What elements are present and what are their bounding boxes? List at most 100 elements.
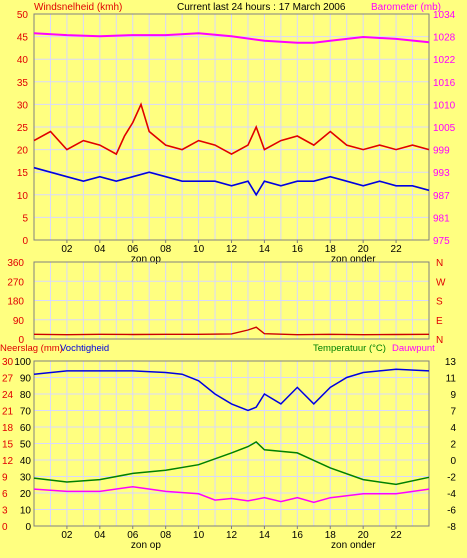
- wind-tick-label: 25: [17, 123, 29, 134]
- wind-tick-label: 30: [17, 100, 29, 111]
- temperature-tick-label: 11: [446, 374, 457, 385]
- neerslag-axis-label: Neerslag (mm): [0, 343, 63, 354]
- barometer-tick-label: 1028: [433, 33, 456, 44]
- x-tick-label: 04: [94, 244, 106, 255]
- wind-tick-label: 0: [22, 236, 28, 247]
- x-tick-label: 06: [127, 530, 139, 541]
- neerslag-tick-label: 15: [2, 440, 14, 451]
- sunrise-label: zon op: [131, 540, 161, 551]
- x-tick-label: 16: [292, 530, 304, 541]
- vochtigheid-tick-label: 30: [20, 473, 32, 484]
- wind-barometer-panel: 0 5 10 15 20 25 30 35 40 45 50 975 981 987 993 999 1005 1…: [17, 10, 456, 265]
- compass-tick-label: N: [436, 335, 443, 346]
- neerslag-tick-label: 27: [2, 374, 14, 385]
- wind-tick-label: 40: [17, 55, 29, 66]
- barometer-tick-label: 1010: [433, 100, 456, 111]
- chart-title: Current last 24 hours : 17 March 2006: [177, 2, 346, 13]
- x-tick-label: 20: [358, 530, 370, 541]
- barometer-tick-label: 987: [433, 191, 450, 202]
- vochtigheid-tick-label: 60: [20, 423, 32, 434]
- series-line-wind-direction: [33, 326, 430, 336]
- vochtigheid-tick-label: 10: [20, 506, 32, 517]
- barometer-tick-label: 999: [433, 146, 450, 157]
- sunset-label: zon onder: [331, 254, 376, 265]
- compass-tick-label: E: [436, 316, 443, 327]
- neerslag-tick-label: 9: [2, 473, 8, 484]
- x-tick-label: 18: [325, 244, 337, 255]
- wind-axis-label: Windsnelheid (kmh): [34, 2, 122, 13]
- barometer-tick-label: 993: [433, 168, 450, 179]
- series-line-temperatuur: [33, 440, 430, 486]
- vochtigheid-axis-label: Vochtigheid: [60, 343, 109, 354]
- neerslag-tick-label: 3: [2, 506, 8, 517]
- vochtigheid-tick-label: 40: [20, 456, 32, 467]
- wind-tick-label: 45: [17, 33, 29, 44]
- vochtigheid-tick-label: 0: [25, 522, 31, 533]
- direction-tick-label: 180: [7, 297, 24, 308]
- x-tick-label: 20: [358, 244, 370, 255]
- barometer-tick-label: 975: [433, 236, 450, 247]
- wind-tick-label: 10: [17, 191, 29, 202]
- wind-tick-label: 20: [17, 146, 29, 157]
- temperature-tick-label: 2: [450, 440, 456, 451]
- temperature-tick-label: -6: [447, 506, 456, 517]
- vochtigheid-tick-label: 80: [20, 390, 32, 401]
- sunrise-label: zon op: [131, 254, 161, 265]
- x-tick-label: 12: [226, 530, 238, 541]
- x-tick-label: 02: [61, 530, 73, 541]
- series-line-gusts: [33, 102, 430, 156]
- temperature-tick-label: 7: [450, 407, 456, 418]
- x-tick-label: 12: [226, 244, 238, 255]
- vochtigheid-tick-label: 70: [20, 407, 32, 418]
- compass-tick-label: S: [436, 297, 443, 308]
- wind-tick-label: 15: [17, 168, 29, 179]
- temperature-tick-label: -8: [447, 522, 456, 533]
- series-line-windsnelheid: [33, 32, 430, 44]
- panel2-border: [33, 261, 430, 340]
- x-tick-label: 18: [325, 530, 337, 541]
- temperature-tick-label: 4: [450, 423, 456, 434]
- temperature-tick-label: 0: [450, 456, 456, 467]
- dauwpunt-axis-label: Dauwpunt: [392, 343, 435, 354]
- barometer-tick-label: 1016: [433, 78, 456, 89]
- x-tick-label: 08: [160, 244, 172, 255]
- wind-tick-label: 5: [22, 213, 28, 224]
- compass-tick-label: N: [436, 258, 443, 269]
- series-line-vochtigheid: [33, 368, 430, 412]
- x-tick-label: 16: [292, 244, 304, 255]
- vochtigheid-tick-label: 20: [20, 489, 32, 500]
- neerslag-tick-label: 30: [2, 357, 14, 368]
- neerslag-tick-label: 12: [2, 456, 14, 467]
- series-line-average: [33, 166, 430, 197]
- direction-tick-label: 270: [7, 277, 24, 288]
- barometer-tick-label: 1005: [433, 123, 456, 134]
- vochtigheid-tick-label: 90: [20, 374, 32, 385]
- x-tick-label: 14: [259, 244, 271, 255]
- x-tick-label: 10: [193, 244, 205, 255]
- compass-tick-label: W: [436, 277, 446, 288]
- temperature-tick-label: 9: [450, 390, 456, 401]
- direction-tick-label: 360: [7, 258, 24, 269]
- vochtigheid-tick-label: 50: [20, 440, 32, 451]
- x-tick-label: 22: [391, 530, 403, 541]
- temperature-tick-label: -4: [447, 489, 456, 500]
- neerslag-tick-label: 0: [2, 522, 8, 533]
- temperature-tick-label: 13: [445, 357, 457, 368]
- vochtigheid-tick-label: 100: [14, 357, 31, 368]
- barometer-tick-label: 1034: [433, 10, 456, 21]
- x-tick-label: 22: [391, 244, 403, 255]
- barometer-axis-label: Barometer (mb): [371, 2, 441, 13]
- direction-tick-label: 90: [13, 316, 25, 327]
- neerslag-tick-label: 24: [2, 390, 14, 401]
- wind-tick-label: 50: [17, 10, 29, 21]
- temperature-tick-label: -2: [447, 473, 456, 484]
- wind-tick-label: 35: [17, 78, 29, 89]
- neerslag-tick-label: 6: [2, 489, 8, 500]
- x-tick-label: 04: [94, 530, 106, 541]
- x-tick-label: 14: [259, 530, 271, 541]
- sunset-label: zon onder: [331, 540, 376, 551]
- x-tick-label: 10: [193, 530, 205, 541]
